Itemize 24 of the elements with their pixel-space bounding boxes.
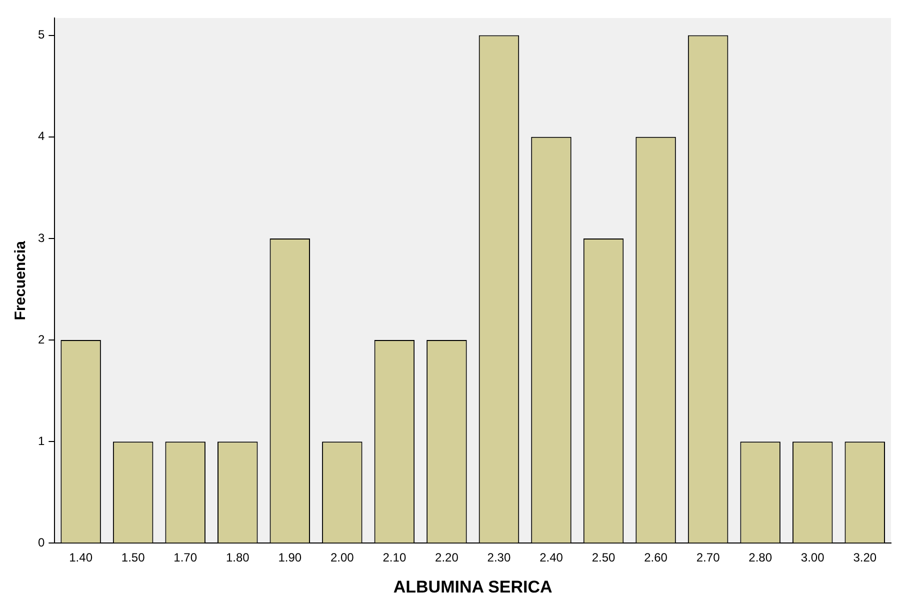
y-tick-label: 4 [38,129,45,144]
x-tick-label: 3.20 [853,550,877,565]
x-tick-label: 2.50 [592,550,616,565]
y-axis-title: Frecuencia [12,240,30,320]
y-tick-label: 1 [38,434,45,448]
x-tick-label: 3.00 [800,550,825,565]
y-tick-label: 3 [38,230,45,245]
x-tick-label: 2.20 [435,550,459,565]
y-tick-label: 5 [38,28,45,42]
x-tick-label: 2.60 [644,550,668,565]
x-tick-label: 2.00 [330,550,354,565]
x-tick-label: 1.50 [121,550,146,565]
y-tick-label: 0 [38,536,45,550]
y-tick-label: 2 [38,332,45,346]
x-tick-label: 1.80 [226,550,250,565]
x-tick-label: 2.10 [382,550,406,565]
x-tick-label: 2.70 [696,550,720,565]
x-tick-label: 2.30 [487,550,511,565]
x-axis-title: ALBUMINA SERICA [393,577,552,596]
x-tick-label: 1.70 [174,550,198,565]
x-tick-label: 1.40 [69,550,93,565]
x-tick-label: 2.40 [540,550,564,565]
x-tick-label: 1.90 [278,550,302,565]
x-tick-label: 2.80 [748,550,772,565]
